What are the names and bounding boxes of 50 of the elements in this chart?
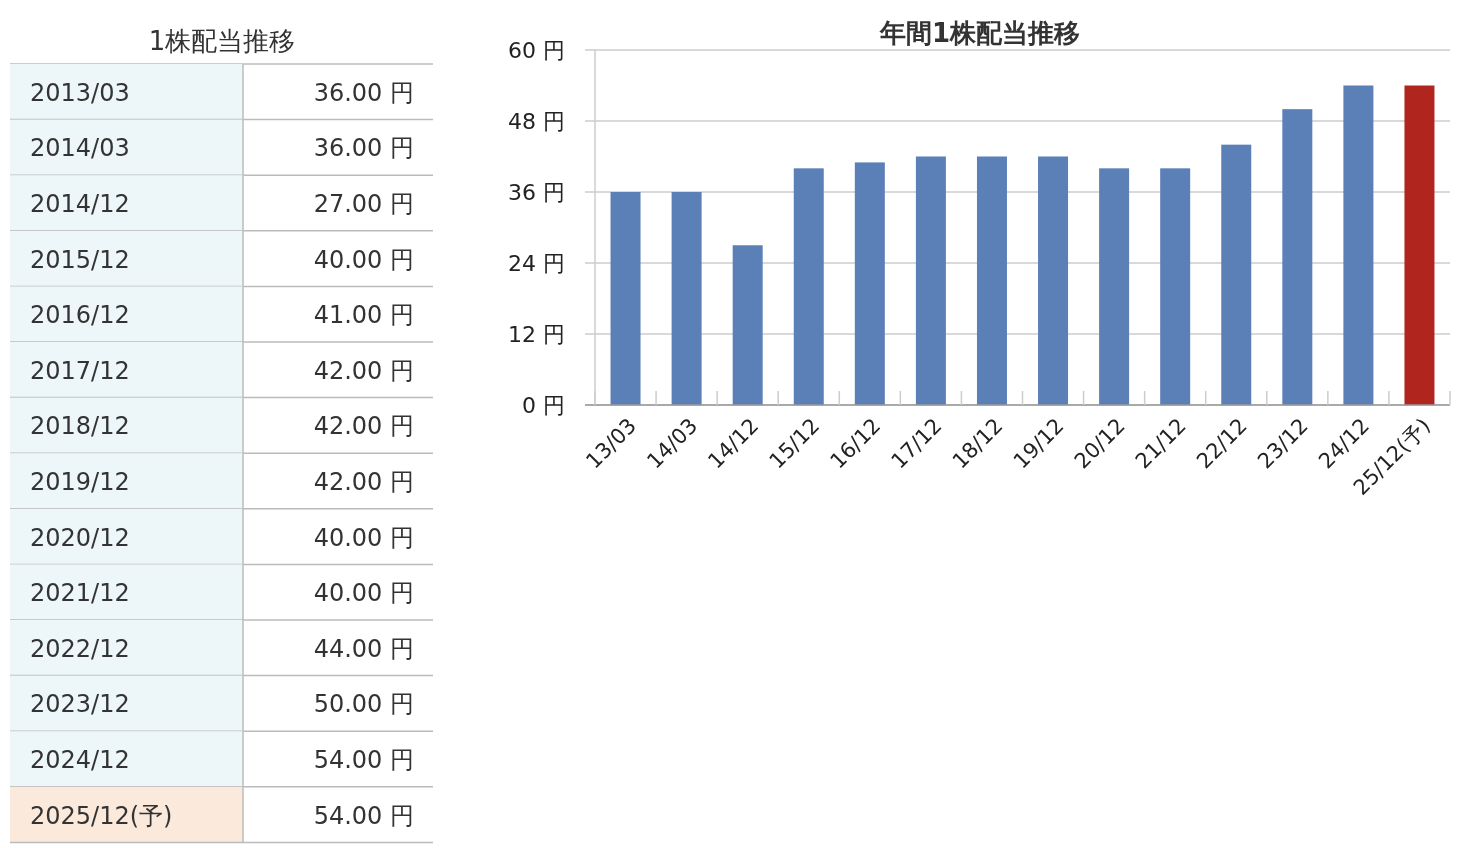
bar — [1404, 85, 1435, 405]
text: 1株配当推移 — [148, 26, 296, 56]
y-tick-label: 0 円 — [522, 393, 565, 418]
category-label: 2017/12 — [30, 356, 130, 385]
bar — [610, 192, 641, 405]
y-tick-label: 36 円 — [508, 180, 565, 205]
data-label: 54.00 円 — [313, 746, 414, 774]
category-label: 2014/12 — [30, 190, 130, 218]
category-label: 2022/12 — [30, 634, 130, 663]
data-label: 27.00 円 — [313, 190, 414, 218]
bar — [1221, 144, 1252, 405]
bar — [1343, 85, 1374, 405]
bar — [854, 162, 885, 405]
data-label: 40.00 円 — [313, 245, 414, 274]
category-label: 2013/03 — [30, 78, 130, 107]
data-label: 36.00 円 — [313, 134, 414, 163]
bar — [1038, 156, 1069, 405]
chart-title: 年間1株配当推移 — [878, 18, 1081, 48]
data-label: 54.00 円 — [313, 801, 414, 830]
bar — [915, 156, 946, 405]
data-label: 44.00 円 — [313, 634, 414, 663]
category-label: 2018/12 — [30, 412, 130, 441]
category-label: 2024/12 — [30, 746, 130, 774]
bar — [1099, 168, 1130, 405]
category-label: 2019/12 — [30, 468, 130, 496]
data-label: 42.00 円 — [313, 356, 414, 385]
data-label: 42.00 円 — [313, 468, 414, 496]
data-label: 41.00 円 — [313, 301, 414, 330]
category-label: 2016/12 — [30, 301, 130, 330]
bar — [976, 156, 1007, 405]
y-tick-label: 48 円 — [508, 109, 565, 134]
data-label: 40.00 円 — [313, 523, 414, 552]
category-label: 2021/12 — [30, 579, 130, 608]
y-tick-label: 24 円 — [508, 251, 565, 276]
category-label: 2020/12 — [30, 523, 130, 552]
data-label: 40.00 円 — [313, 579, 414, 608]
bar — [671, 192, 702, 405]
data-label: 36.00 円 — [313, 78, 414, 107]
category-label: 2025/12(予) — [30, 801, 173, 830]
data-label: 50.00 円 — [313, 690, 414, 719]
data-label: 42.00 円 — [313, 412, 414, 441]
category-label: 2023/12 — [30, 690, 130, 719]
bar — [793, 168, 824, 405]
y-tick-label: 12 円 — [508, 322, 565, 347]
category-label: 2015/12 — [30, 245, 130, 274]
bar — [1160, 168, 1191, 405]
bar — [732, 245, 763, 405]
category-label: 2014/03 — [30, 134, 130, 163]
bar — [1282, 109, 1313, 405]
y-tick-label: 60 円 — [508, 38, 565, 63]
